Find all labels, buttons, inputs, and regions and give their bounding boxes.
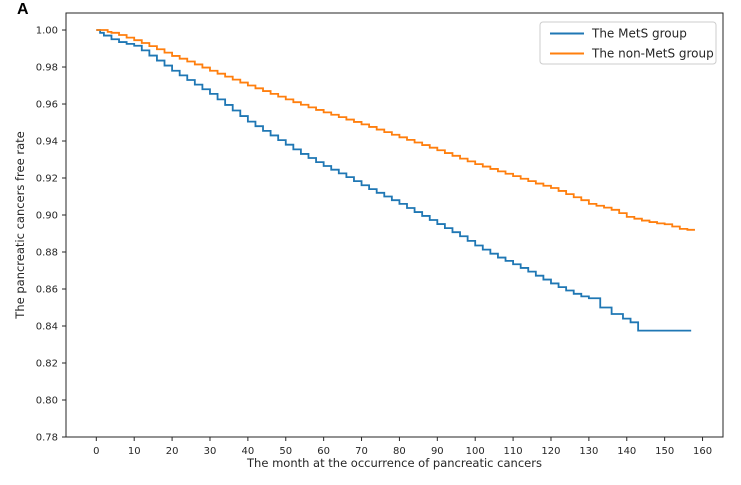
- x-tick-label: 70: [355, 446, 368, 457]
- x-tick-label: 30: [204, 446, 217, 457]
- y-tick-label: 0.94: [36, 137, 58, 148]
- x-tick-label: 20: [166, 446, 179, 457]
- y-tick-label: 0.90: [36, 211, 58, 222]
- y-tick-label: 0.88: [36, 248, 58, 259]
- y-tick-label: 0.82: [36, 359, 58, 370]
- y-axis-label: The pancreatic cancers free rate: [13, 131, 27, 319]
- x-tick-label: 50: [279, 446, 292, 457]
- x-tick-label: 90: [431, 446, 444, 457]
- legend-entry-label: The MetS group: [591, 27, 687, 41]
- x-tick-label: 140: [617, 446, 636, 457]
- x-tick-label: 120: [541, 446, 560, 457]
- y-tick-label: 0.84: [36, 322, 58, 333]
- y-tick-label: 0.96: [36, 100, 58, 111]
- x-axis-label: The month at the occurrence of pancreati…: [246, 456, 542, 470]
- non-mets-group-curve: [96, 29, 695, 231]
- y-tick-label: 1.00: [36, 26, 58, 37]
- x-tick-label: 160: [693, 446, 712, 457]
- x-tick-label: 110: [504, 446, 523, 457]
- mets-group-curve: [96, 29, 692, 332]
- x-tick-label: 10: [128, 446, 141, 457]
- y-tick-label: 0.80: [36, 396, 58, 407]
- legend-entry-label: The non-MetS group: [591, 47, 714, 61]
- x-tick-label: 0: [93, 446, 99, 457]
- y-tick-label: 0.98: [36, 63, 58, 74]
- y-tick-label: 0.86: [36, 285, 58, 296]
- x-tick-label: 130: [579, 446, 598, 457]
- y-tick-label: 0.92: [36, 174, 58, 185]
- x-tick-label: 80: [393, 446, 406, 457]
- x-tick-label: 100: [466, 446, 485, 457]
- panel-label: A: [17, 1, 29, 18]
- x-tick-label: 150: [655, 446, 674, 457]
- y-tick-label: 0.78: [36, 433, 58, 444]
- x-tick-label: 40: [242, 446, 255, 457]
- plot-area-spines: [65, 12, 724, 438]
- x-tick-label: 60: [317, 446, 330, 457]
